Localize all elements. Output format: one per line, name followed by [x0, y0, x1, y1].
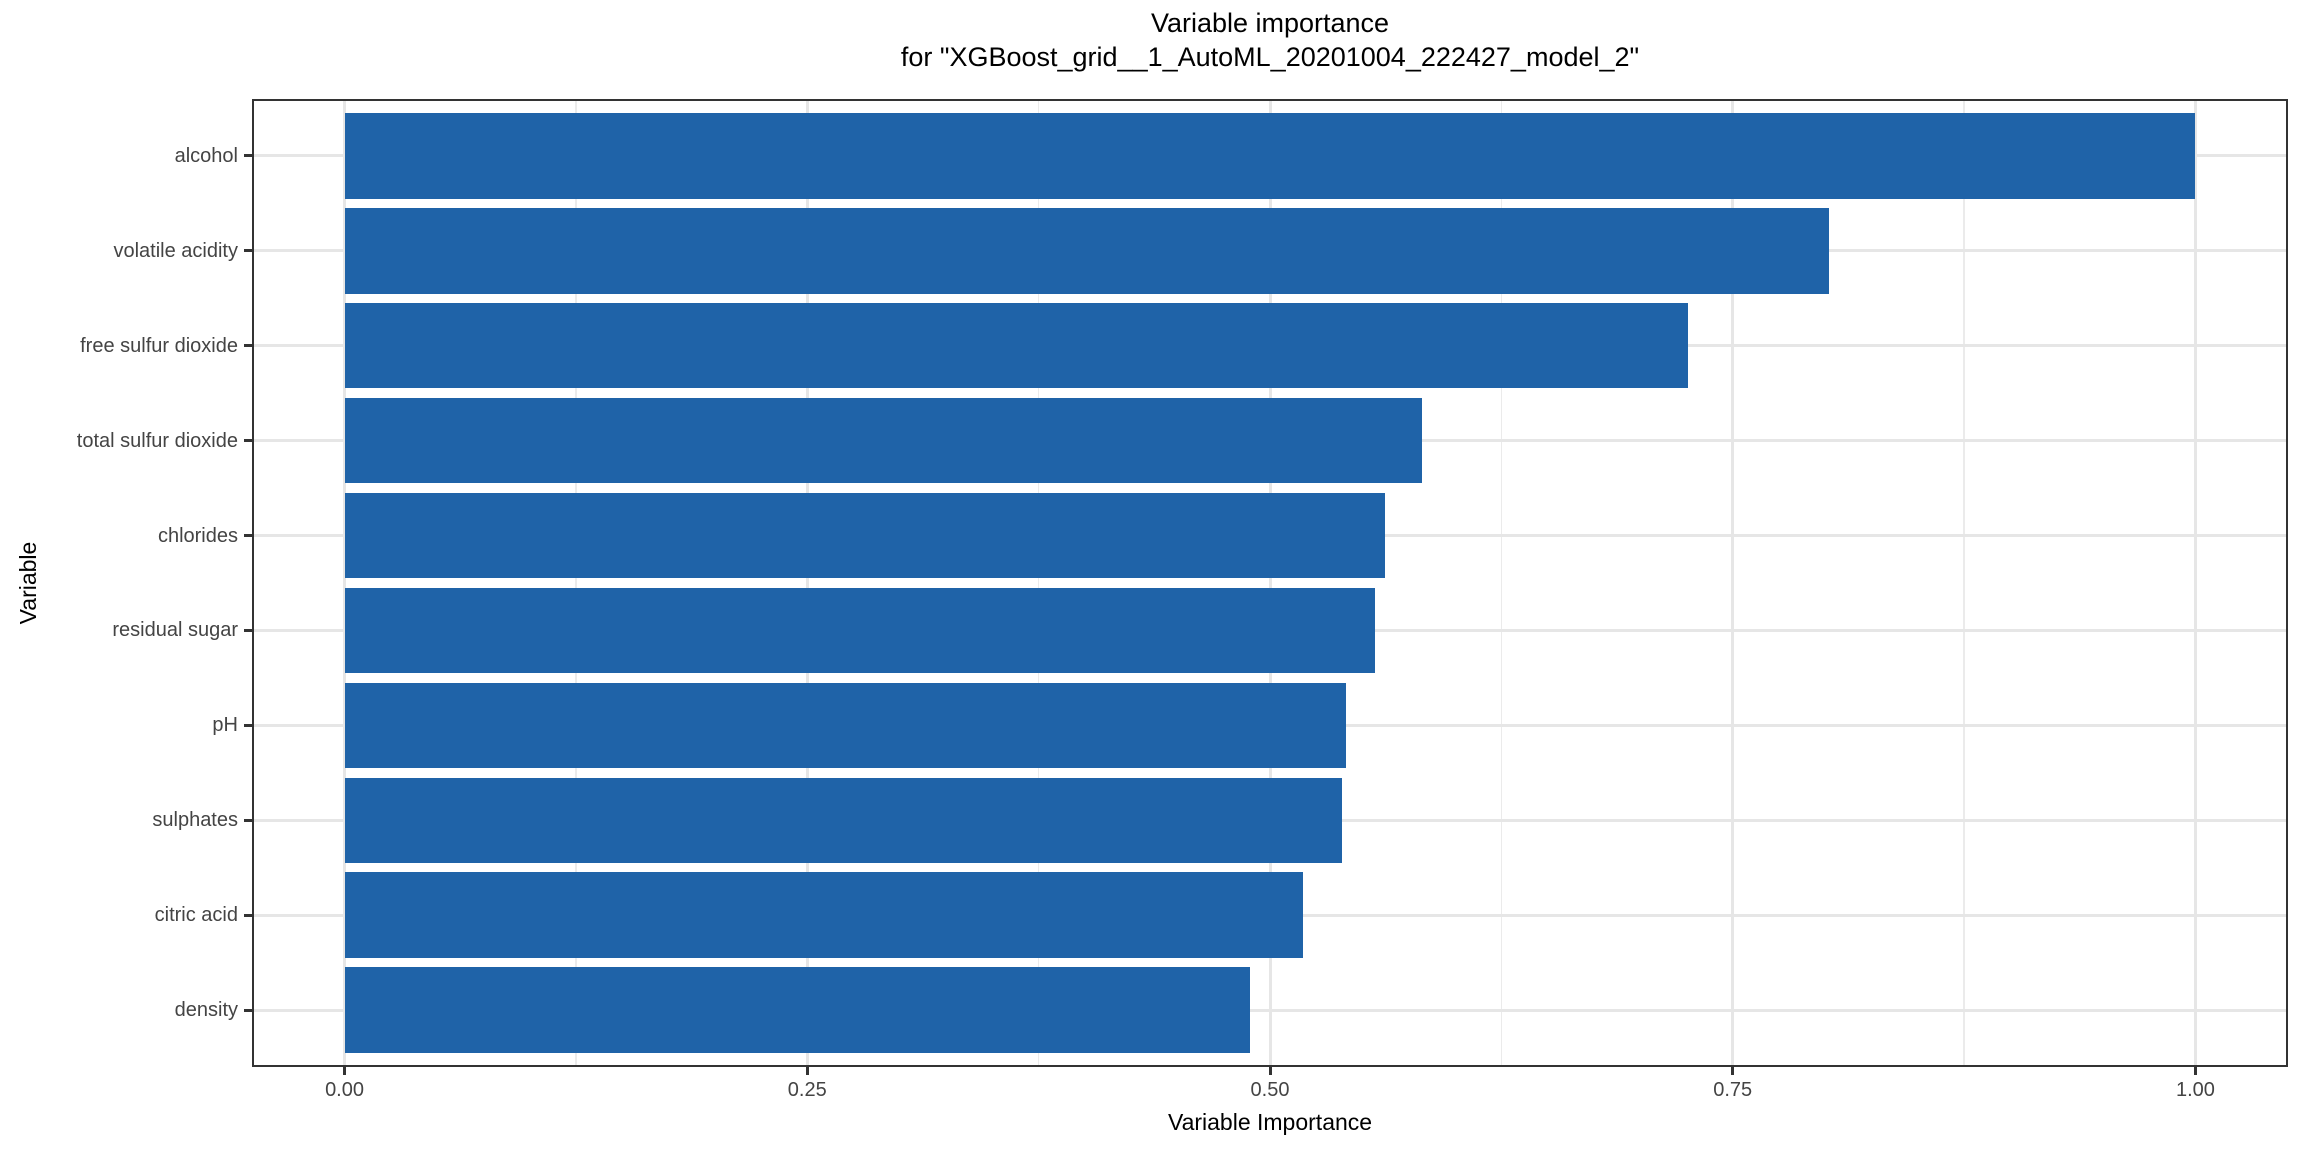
v-gridline-major [2193, 101, 2197, 1065]
y-tick-label: pH [212, 714, 238, 737]
y-axis-title: Variable [15, 541, 41, 625]
y-tick-label: residual sugar [112, 619, 238, 642]
h-gridline-major [254, 1008, 2286, 1012]
importance-bar [344, 303, 1689, 389]
chart-subtitle: for "XGBoost_grid__1_AutoML_20201004_222… [900, 42, 1640, 72]
v-gridline-major [1268, 101, 1272, 1065]
y-tick-label: sulphates [152, 809, 238, 832]
y-tick-label: total sulfur dioxide [76, 429, 238, 452]
importance-bar [344, 682, 1346, 769]
y-tick-label: chlorides [157, 524, 238, 547]
x-tick-mark [343, 1067, 347, 1075]
importance-bar [344, 872, 1304, 958]
y-tick-mark [244, 1008, 252, 1012]
y-tick-mark [244, 913, 252, 917]
x-tick-mark [1731, 1067, 1735, 1075]
y-tick-mark [244, 249, 252, 253]
v-gridline-minor [1037, 101, 1040, 1065]
importance-bar [344, 113, 2196, 199]
y-tick-mark [244, 154, 252, 158]
v-gridline-minor [1963, 101, 1965, 1065]
x-tick-mark [805, 1067, 809, 1075]
x-tick-mark [1268, 1067, 1272, 1075]
y-tick-mark [244, 534, 252, 538]
x-tick-label: 0.25 [787, 1079, 827, 1101]
v-gridline-minor [1500, 101, 1503, 1065]
importance-bar [344, 492, 1385, 579]
x-tick-label: 0.00 [325, 1079, 364, 1101]
x-tick-label: 0.50 [1250, 1079, 1290, 1101]
v-gridline-major [805, 101, 809, 1065]
x-tick-mark [2193, 1067, 2197, 1075]
y-tick-mark [244, 723, 252, 727]
x-tick-label: 0.75 [1713, 1079, 1753, 1101]
v-gridline-major [1731, 101, 1735, 1065]
v-gridline-minor [575, 101, 577, 1065]
y-tick-label: citric acid [154, 904, 238, 927]
x-tick-label: 1.00 [2175, 1079, 2215, 1101]
chart-title: Variable importance [1150, 8, 1390, 38]
y-tick-mark [244, 344, 252, 348]
importance-bar [344, 208, 1829, 294]
y-tick-label: alcohol [174, 144, 238, 167]
importance-bar [344, 397, 1422, 484]
importance-bar [344, 967, 1250, 1053]
v-gridline-major [343, 101, 347, 1065]
y-tick-mark [244, 628, 252, 632]
y-tick-label: free sulfur dioxide [80, 334, 238, 357]
y-tick-mark [244, 439, 252, 443]
plot-panel [252, 99, 2288, 1067]
importance-bar [344, 587, 1376, 674]
y-tick-label: density [174, 999, 238, 1022]
importance-bar [344, 777, 1343, 863]
y-tick-label: volatile acidity [113, 239, 238, 262]
y-tick-mark [244, 818, 252, 822]
x-axis-title: Variable Importance [1167, 1109, 1373, 1135]
